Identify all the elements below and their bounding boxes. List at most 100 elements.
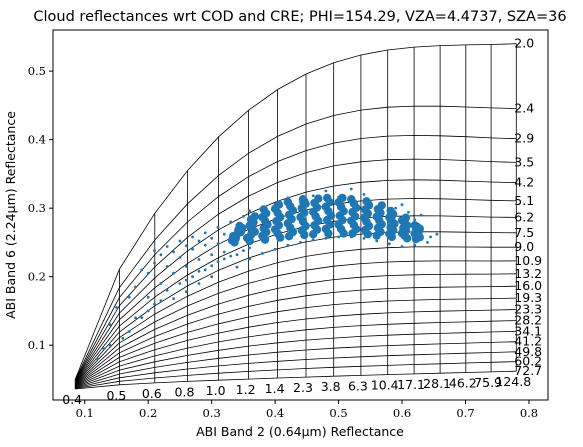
cod-label: 1.0 [206, 383, 226, 398]
scatter-point [274, 200, 284, 209]
lut-cre-line [74, 260, 517, 385]
scatter-point [102, 347, 106, 350]
lut-cre-line [75, 351, 517, 389]
cre-label: 3.5 [514, 154, 534, 169]
scatter-point [210, 253, 214, 257]
scatter-point [203, 268, 207, 272]
scatter-point [210, 264, 214, 268]
scatter-point [127, 295, 131, 299]
scatter-point [248, 209, 252, 213]
x-axis-label: ABI Band 2 (0.64μm) Reflectance [196, 424, 404, 439]
scatter-point [203, 243, 207, 247]
cod-label: 1.2 [236, 382, 256, 397]
cre-label: 9.0 [514, 239, 534, 254]
cod-label: 0.5 [106, 388, 126, 403]
scatter-point [178, 282, 182, 285]
scatter-point [429, 235, 432, 239]
lut-cre-line [74, 285, 517, 386]
scatter-point [273, 247, 277, 251]
lut-cre-line [74, 158, 517, 382]
scatter-point [426, 241, 429, 244]
scatter-point [261, 206, 264, 210]
lut-cre-line [75, 370, 517, 390]
scatter-point [323, 193, 332, 203]
lut-cre-line [74, 246, 517, 384]
scatter-point [337, 195, 340, 199]
scatter-point [413, 218, 417, 222]
cod-label: 1.4 [265, 381, 285, 396]
scatter-point [178, 256, 182, 259]
cod-label: 46.2 [449, 376, 477, 391]
scatter-point [407, 210, 410, 214]
scatter-point [197, 239, 201, 243]
lut-cre-line [75, 320, 517, 387]
scatter-point [413, 243, 417, 247]
scatter-point [362, 236, 366, 240]
plot-area: 2.02.42.93.54.25.16.27.59.010.913.216.01… [28, 29, 549, 420]
lut-cre-line [75, 361, 517, 389]
y-axis-label: ABI Band 6 (2.24μm) Reflectance [3, 111, 18, 319]
x-tick-label: 0.8 [520, 406, 538, 420]
lut-cre-line [74, 297, 517, 386]
scatter-point [410, 221, 419, 230]
scatter-point [197, 269, 201, 273]
lut-cre-line [75, 309, 517, 387]
scatter-point [108, 323, 112, 326]
scatter-point [311, 194, 315, 198]
cre-label: 23.3 [514, 302, 542, 317]
cre-label: 2.0 [514, 36, 534, 51]
scatter-point [222, 232, 226, 236]
scatter-point [191, 247, 195, 251]
cre-label: 41.2 [514, 334, 542, 349]
scatter-point [387, 209, 391, 213]
x-tick-label: 0.4 [266, 406, 284, 420]
scatter-point [210, 275, 214, 279]
scatter-point [286, 196, 290, 200]
cre-label: 60.2 [514, 354, 542, 369]
lut-cre-line [74, 231, 517, 384]
cod-label: 28.1 [423, 376, 451, 391]
scatter-point [153, 249, 156, 253]
scatter-point [222, 257, 226, 261]
cod-label: 3.8 [321, 379, 341, 394]
cod-label: 124.8 [495, 374, 531, 389]
cod-label: 0.6 [142, 386, 162, 401]
scatter-point [235, 253, 239, 257]
scatter-point [318, 197, 321, 201]
scatter-point [178, 239, 182, 243]
scatter-point [134, 316, 137, 320]
scatter-point [368, 199, 372, 203]
scatter-point [140, 316, 144, 320]
scatter-point [184, 265, 188, 268]
scatter-point [250, 212, 259, 221]
scatter-point [242, 249, 245, 253]
cod-label: 75.9 [474, 375, 502, 390]
scatter-point [283, 197, 292, 207]
axes-frame [52, 29, 549, 401]
scatter-point [273, 202, 277, 206]
cre-label: 72.7 [514, 363, 542, 378]
scatter-point [235, 221, 244, 231]
scatter-point [401, 213, 410, 222]
scatter-point [121, 336, 125, 340]
scatter-point [261, 252, 264, 255]
lut-cre-line [74, 43, 517, 380]
scatter-point [377, 201, 386, 210]
scatter-point [191, 235, 195, 239]
scatter-point [127, 330, 131, 333]
scatter-point [153, 302, 156, 306]
scatter-point [259, 205, 268, 214]
y-tick-label: 0.3 [28, 201, 46, 215]
scatter-point [435, 232, 439, 236]
scatter-point [362, 197, 371, 206]
scatter-point [184, 290, 188, 294]
scatter-point [146, 271, 150, 275]
chart-title: Cloud reflectances wrt COD and CRE; PHI=… [33, 9, 566, 25]
cod-label: 2.3 [293, 380, 313, 395]
scatter-point [184, 244, 188, 248]
scatter-point [146, 309, 150, 313]
cre-label: 2.9 [514, 131, 534, 146]
scatter-point [108, 343, 112, 347]
lut-cre-line [74, 273, 517, 385]
